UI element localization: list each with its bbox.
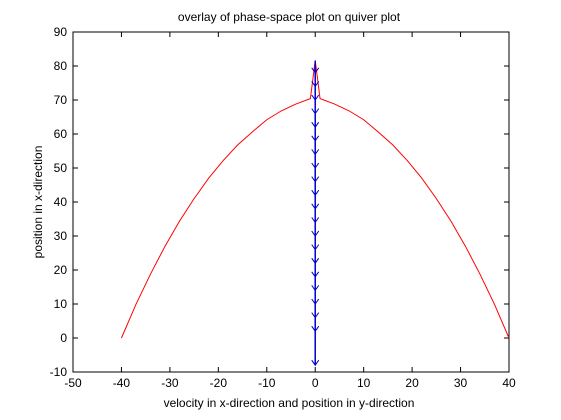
quiver-arrowhead bbox=[311, 189, 320, 197]
quiver-arrowhead bbox=[311, 244, 320, 251]
quiver-arrowhead bbox=[311, 162, 320, 169]
x-tick-label: 20 bbox=[405, 376, 419, 390]
x-tick-label: 0 bbox=[312, 376, 319, 390]
quiver-arrowhead bbox=[311, 149, 320, 156]
quiver-arrowhead bbox=[311, 203, 320, 210]
quiver-arrowhead bbox=[311, 121, 320, 129]
x-tick-label: -50 bbox=[64, 376, 82, 390]
y-tick-label: 90 bbox=[54, 25, 68, 39]
chart-title: overlay of phase-space plot on quiver pl… bbox=[178, 10, 401, 24]
quiver-arrowhead bbox=[311, 298, 320, 305]
quiver-arrowhead bbox=[311, 108, 320, 115]
x-tick-label: -10 bbox=[258, 376, 276, 390]
y-tick-label: 40 bbox=[54, 195, 68, 209]
y-tick-label: 80 bbox=[54, 59, 68, 73]
quiver-arrowhead bbox=[311, 217, 320, 224]
quiver-arrowhead bbox=[311, 257, 320, 265]
quiver-arrowhead bbox=[311, 230, 320, 237]
y-tick-label: 50 bbox=[54, 161, 68, 175]
x-tick-label: 30 bbox=[454, 376, 468, 390]
y-tick-label: 30 bbox=[54, 229, 68, 243]
quiver-arrowhead bbox=[311, 81, 320, 88]
y-tick-label: 0 bbox=[60, 331, 67, 345]
quiver-arrowhead bbox=[311, 135, 320, 142]
series-layer bbox=[120, 60, 510, 367]
x-tick-label: 40 bbox=[502, 376, 516, 390]
quiver-arrowhead bbox=[311, 325, 320, 333]
x-tick-label: -40 bbox=[113, 376, 131, 390]
x-axis-title: velocity in x-direction and position in … bbox=[164, 396, 415, 410]
x-tick-label: 10 bbox=[357, 376, 371, 390]
quiver-arrowhead bbox=[311, 359, 320, 367]
quiver-arrowhead bbox=[311, 94, 320, 101]
y-axis-title: position in x-direction bbox=[31, 146, 45, 259]
quiver-arrowhead bbox=[311, 285, 320, 292]
quiver-arrowhead bbox=[311, 312, 320, 319]
y-tick-label: 60 bbox=[54, 127, 68, 141]
y-tick-label: 20 bbox=[54, 263, 68, 277]
x-tick-label: -20 bbox=[210, 376, 228, 390]
y-tick-label: 70 bbox=[54, 93, 68, 107]
quiver-arrowhead bbox=[311, 176, 320, 183]
quiver-arrowhead bbox=[311, 271, 320, 278]
x-tick-label: -30 bbox=[161, 376, 179, 390]
y-tick-label: -10 bbox=[50, 365, 68, 379]
plot-area bbox=[72, 31, 510, 373]
axis-ticks: -50 -40 -30 -20 -10 0 10 20 30 40 -10 0 10 20 30 40 50 60… bbox=[50, 25, 516, 390]
y-tick-label: 10 bbox=[54, 297, 68, 311]
quiver-arrowhead bbox=[311, 67, 320, 74]
